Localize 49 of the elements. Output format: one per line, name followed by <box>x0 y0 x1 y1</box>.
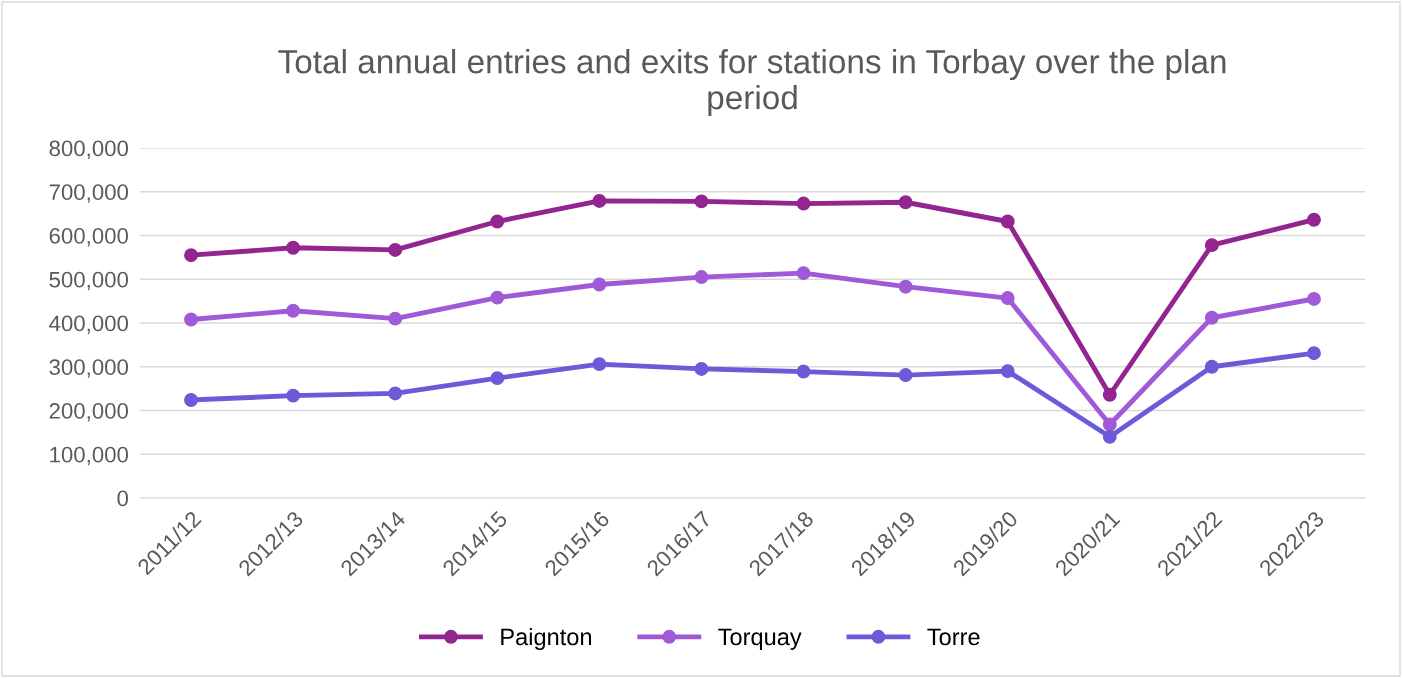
point <box>1102 429 1117 444</box>
point <box>388 311 403 326</box>
chart-title: Total annual entries and exits for stations in Torbay over the plan period <box>278 49 1226 117</box>
y-tick-label: 700,000 <box>49 184 129 203</box>
point <box>1204 359 1219 374</box>
point <box>1102 387 1117 402</box>
point <box>388 242 403 257</box>
point <box>1307 291 1321 306</box>
point <box>694 361 709 376</box>
point <box>388 386 403 401</box>
y-tick-label: 400,000 <box>49 315 129 334</box>
point <box>1204 238 1219 253</box>
point <box>1102 417 1117 432</box>
point <box>286 303 301 318</box>
point <box>592 193 607 208</box>
legend-label: Paignton <box>501 627 592 650</box>
y-tick-label: 500,000 <box>49 271 129 291</box>
point <box>694 270 709 285</box>
point <box>796 196 811 211</box>
point <box>796 266 811 281</box>
point <box>490 214 505 229</box>
y-tick-label: 200,000 <box>49 403 129 422</box>
point <box>490 371 505 386</box>
y-tick-label: 300,000 <box>49 359 129 378</box>
point <box>1000 214 1015 229</box>
point <box>1307 346 1321 361</box>
y-tick-label: 0 <box>117 490 129 507</box>
point <box>184 312 198 327</box>
y-tick-label: 800,000 <box>49 140 129 159</box>
point <box>184 393 198 407</box>
point <box>1307 212 1321 227</box>
y-tick-label: 100,000 <box>50 446 129 466</box>
point <box>796 364 811 379</box>
point <box>286 240 301 255</box>
y-tick-label: 600,000 <box>49 228 129 247</box>
point <box>898 279 913 294</box>
point <box>184 248 198 263</box>
legend-label: Torquay <box>718 628 802 650</box>
point <box>1000 364 1015 379</box>
point <box>490 290 505 305</box>
point <box>898 368 913 383</box>
point <box>898 195 913 210</box>
point <box>592 357 607 372</box>
point <box>1000 291 1015 306</box>
point <box>286 388 301 403</box>
point <box>694 194 709 209</box>
point <box>1204 310 1219 325</box>
legend-label: Torre <box>927 628 980 646</box>
point <box>592 277 607 292</box>
